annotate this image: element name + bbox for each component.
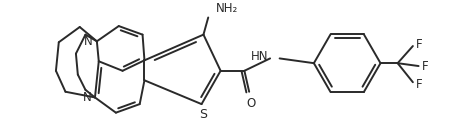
Text: F: F xyxy=(421,60,428,73)
Text: S: S xyxy=(199,108,207,121)
Text: O: O xyxy=(246,97,256,111)
Text: N: N xyxy=(82,91,91,104)
Text: N: N xyxy=(84,35,93,48)
Text: F: F xyxy=(416,38,422,51)
Text: HN: HN xyxy=(251,50,268,63)
Text: F: F xyxy=(416,78,422,91)
Text: NH₂: NH₂ xyxy=(216,2,238,15)
